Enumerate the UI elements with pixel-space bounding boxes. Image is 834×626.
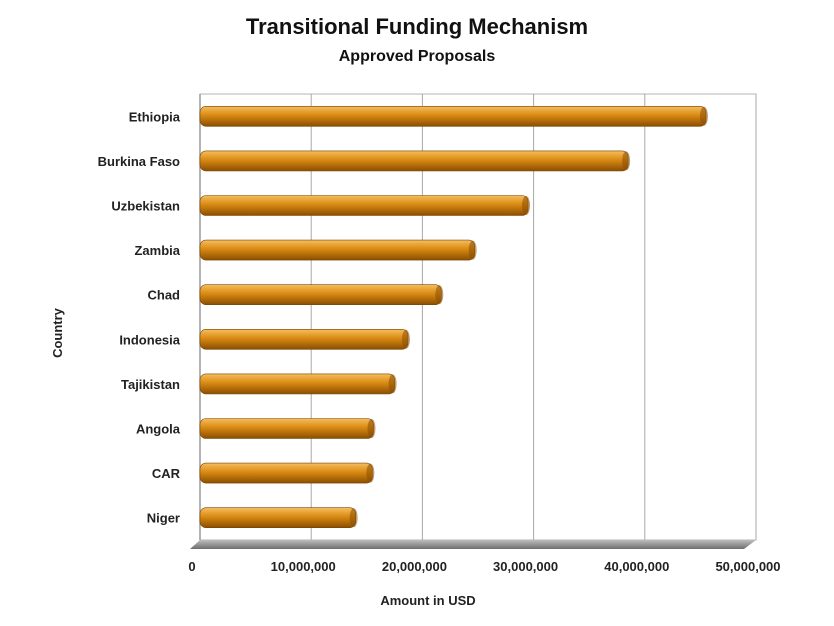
y-axis-title: Country: [50, 307, 65, 358]
bar-tajikistan: [199, 373, 395, 395]
bar-end-cap: [622, 151, 631, 171]
chart-title: Transitional Funding Mechanism: [245, 14, 589, 39]
bar-end-cap: [401, 329, 410, 349]
bar-end-cap: [367, 419, 376, 438]
bar-car: [199, 462, 373, 484]
bar-end-cap: [366, 463, 375, 483]
x-axis-title: Amount in USD: [380, 593, 475, 608]
category-label: Angola: [136, 422, 181, 437]
category-label: CAR: [152, 466, 181, 481]
x-tick-labels: 0 10,000,000 20,000,000 30,000,000 40,000,00…: [188, 559, 780, 574]
x-tick-label: 10,000,000: [271, 559, 336, 574]
bar-end-cap: [468, 240, 477, 260]
bar-end-cap: [699, 106, 708, 126]
x-tick-label: 40,000,000: [604, 559, 669, 574]
bar-uzbekistan: [199, 195, 529, 216]
category-label: Ethiopia: [129, 109, 181, 124]
category-labels: Ethiopia Burkina Faso Uzbekistan Zambia Chad…: [98, 109, 181, 525]
plot-floor: [190, 540, 756, 549]
category-label: Niger: [147, 511, 180, 526]
bar-ethiopia: [199, 106, 707, 127]
bar-end-cap: [349, 508, 358, 528]
chart-subtitle: Approved Proposals: [338, 48, 496, 65]
category-label: Zambia: [134, 243, 180, 258]
x-tick-label: 20,000,000: [382, 559, 447, 574]
x-tick-label: 50,000,000: [715, 559, 780, 574]
bar-zambia: [199, 239, 475, 261]
x-tick-label: 0: [188, 559, 195, 574]
bar-indonesia: [199, 328, 409, 350]
bar-end-cap: [522, 196, 531, 215]
category-label: Tajikistan: [121, 377, 180, 392]
category-label: Chad: [148, 288, 181, 303]
bar-end-cap: [435, 285, 444, 305]
bar-end-cap: [388, 374, 397, 394]
bar-angola: [199, 418, 374, 439]
bar-niger: [199, 507, 356, 529]
category-label: Burkina Faso: [98, 154, 180, 169]
category-label: Uzbekistan: [111, 199, 180, 214]
bar-chad: [199, 284, 442, 306]
x-tick-label: 30,000,000: [493, 559, 558, 574]
bars: [199, 106, 708, 529]
bar-burkina-faso: [199, 150, 629, 172]
category-label: Indonesia: [119, 332, 180, 347]
